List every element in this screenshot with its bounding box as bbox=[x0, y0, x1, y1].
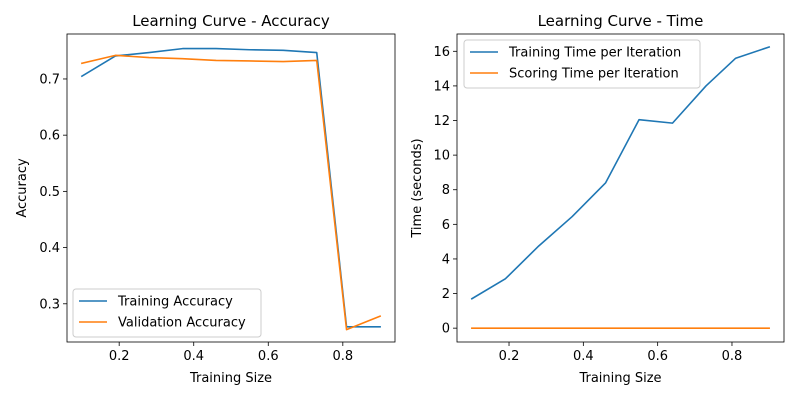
legend-label-0: Training Accuracy bbox=[117, 295, 233, 310]
legend: Training Accuracy Validation Accuracy bbox=[72, 288, 262, 338]
legend-label-1: Scoring Time per Iteration bbox=[509, 67, 679, 82]
chart-title: Learning Curve - Time bbox=[538, 12, 704, 30]
y-tick-label: 0.6 bbox=[39, 129, 60, 144]
plot-frame bbox=[456, 33, 785, 343]
x-axis-title: Training Size bbox=[189, 371, 272, 386]
legend-label-1: Validation Accuracy bbox=[118, 316, 246, 331]
legend: Training Time per Iteration Scoring Time … bbox=[463, 39, 701, 89]
y-tick-label: 2 bbox=[442, 287, 450, 302]
legend-label-0: Training Time per Iteration bbox=[508, 46, 681, 61]
y-tick-label: 6 bbox=[442, 218, 450, 233]
y-tick-label: 16 bbox=[433, 45, 450, 60]
y-tick-label: 0.3 bbox=[39, 297, 60, 312]
y-tick-label: 0.4 bbox=[39, 241, 60, 256]
legend-box bbox=[72, 288, 262, 338]
plot-frame bbox=[66, 33, 396, 343]
y-tick-label: 4 bbox=[442, 252, 450, 267]
series-line-0 bbox=[80, 47, 381, 328]
x-tick-label: 0.8 bbox=[722, 349, 743, 364]
legend-box bbox=[463, 39, 701, 89]
x-tick-label: 0.6 bbox=[258, 349, 279, 364]
y-tick-label: 10 bbox=[433, 149, 450, 164]
accuracy-chart: 0.2 0.4 0.6 0.8 0.3 0.4 0.5 0.6 0.7 Learning Curv… bbox=[15, 12, 396, 386]
x-tick-label: 0.6 bbox=[647, 349, 668, 364]
y-tick-label: 0.5 bbox=[39, 185, 60, 200]
y-tick-label: 0 bbox=[442, 322, 450, 337]
x-tick-label: 0.2 bbox=[109, 349, 130, 364]
y-tick-label: 12 bbox=[433, 114, 450, 129]
y-tick-label: 8 bbox=[442, 183, 450, 198]
series-line-0 bbox=[470, 45, 771, 300]
x-tick-label: 0.2 bbox=[499, 349, 520, 364]
x-tick-label: 0.4 bbox=[573, 349, 594, 364]
x-tick-label: 0.4 bbox=[183, 349, 204, 364]
time-chart: 0.2 0.4 0.6 0.8 0 2 4 6 8 10 12 14 16 Learning Curve … bbox=[410, 12, 785, 386]
series-line-1 bbox=[80, 54, 382, 331]
x-tick-label: 0.8 bbox=[332, 349, 353, 364]
y-tick-label: 0.7 bbox=[39, 72, 60, 87]
y-tick-label: 14 bbox=[433, 79, 450, 94]
y-axis-title: Accuracy bbox=[15, 158, 30, 218]
x-axis-title: Training Size bbox=[578, 371, 661, 386]
chart-title: Learning Curve - Accuracy bbox=[132, 12, 330, 30]
y-axis-title: Time (seconds) bbox=[410, 138, 425, 238]
